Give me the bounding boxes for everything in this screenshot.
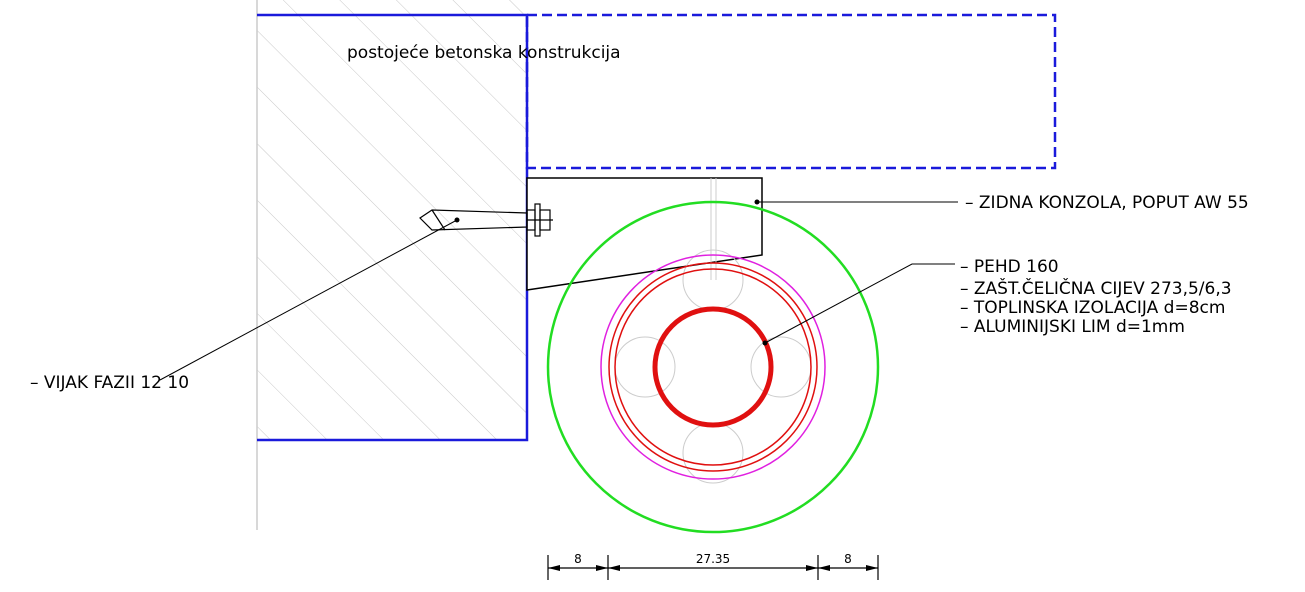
steel-pipe-outer <box>608 262 818 472</box>
bolt-label: – VIJAK FAZII 12 10 <box>30 373 189 393</box>
insulation-label: – TOPLINSKA IZOLACIJA d=8cm <box>960 298 1225 318</box>
spacer <box>682 422 744 484</box>
spacer <box>614 336 676 398</box>
pipe-label: – PEHD 160 <box>960 257 1059 277</box>
existing-slab <box>525 13 1057 170</box>
pehd-pipe <box>652 306 774 428</box>
concrete-hatch <box>257 0 527 440</box>
bracket <box>526 177 763 291</box>
dimension-label: 8 <box>574 552 582 566</box>
steel-pipe-inner <box>614 268 812 466</box>
leader-dot <box>762 340 768 346</box>
steel-label: – ZAŠT.ČELIČNA CIJEV 273,5/6,3 <box>960 277 1232 299</box>
dimension-label: 27.35 <box>696 552 730 566</box>
spacer <box>750 336 812 398</box>
dimension-label: 8 <box>844 552 852 566</box>
insulation <box>600 254 826 480</box>
bolt <box>419 203 553 237</box>
sheet-label: – ALUMINIJSKI LIM d=1mm <box>960 317 1185 337</box>
leader-dot <box>454 217 460 223</box>
wall-label: postojeće betonska konstrukcija <box>347 43 621 63</box>
aluminium-sheet <box>546 200 880 534</box>
leaders <box>159 201 958 381</box>
bracket-label: – ZIDNA KONZOLA, POPUT AW 55 <box>965 193 1249 213</box>
arrows <box>548 565 878 571</box>
leader-dot <box>754 199 760 205</box>
